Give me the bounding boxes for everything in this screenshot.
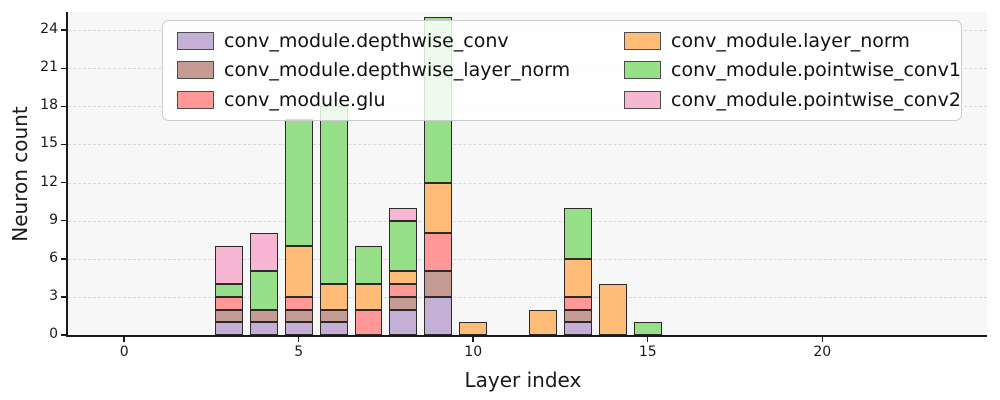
y-tickmark-24 [61, 29, 67, 31]
y-tickmark-0 [61, 334, 67, 336]
bar-segment-layer13-pointwise_conv1 [563, 207, 592, 259]
bar-segment-layer3-depthwise_layer_norm [214, 309, 243, 323]
legend-swatch-icon [624, 61, 661, 80]
bar-segment-layer5-glu [284, 296, 313, 310]
bar-segment-layer8-glu [389, 284, 418, 297]
bar-segment-layer13-glu [563, 296, 592, 310]
bar-segment-layer4-depthwise_layer_norm [249, 309, 278, 323]
legend-label: conv_module.pointwise_conv2 [671, 89, 961, 112]
bar-segment-layer13-layer_norm [563, 258, 592, 297]
y-tickmark-9 [61, 219, 67, 222]
x-axis-label: Layer index [464, 368, 582, 392]
bar-segment-layer8-depthwise_layer_norm [389, 296, 418, 310]
y-tick-label-6: 6 [49, 249, 58, 266]
legend-item-glu: conv_module.glu [177, 85, 624, 115]
bar-segment-layer7-pointwise_conv1 [354, 246, 383, 285]
bar-segment-layer13-depthwise_conv [563, 322, 592, 335]
legend-swatch-icon [177, 91, 214, 110]
x-tick-label-5: 5 [294, 344, 304, 360]
bar-segment-layer4-pointwise_conv1 [249, 271, 278, 310]
y-tickmark-21 [61, 67, 67, 70]
legend-item-depthwise_conv: conv_module.depthwise_conv [177, 26, 624, 56]
x-tick-label-0: 0 [119, 344, 129, 360]
bar-segment-layer6-depthwise_layer_norm [319, 309, 348, 323]
y-tick-label-15: 15 [40, 135, 58, 152]
y-tick-label-0: 0 [49, 326, 58, 342]
y-axis-spine [66, 12, 68, 335]
legend-swatch-icon [624, 91, 661, 110]
bar-segment-layer6-pointwise_conv1 [319, 106, 348, 285]
bar-segment-layer9-layer_norm [424, 182, 453, 234]
bar-segment-layer3-pointwise_conv1 [214, 284, 243, 297]
bar-segment-layer8-pointwise_conv1 [389, 220, 418, 272]
bar-segment-layer8-pointwise_conv2 [389, 207, 418, 221]
legend-item-layer_norm: conv_module.layer_norm [624, 26, 961, 56]
legend-swatch-icon [624, 31, 661, 50]
bar-segment-layer9-depthwise_layer_norm [424, 271, 453, 297]
gridline-y-9 [68, 220, 987, 222]
gridline-y-15 [68, 144, 987, 146]
legend-label: conv_module.depthwise_conv [224, 29, 509, 52]
bar-segment-layer9-depthwise_conv [424, 296, 453, 335]
bar-segment-layer13-depthwise_layer_norm [563, 309, 592, 323]
legend-label: conv_module.depthwise_layer_norm [224, 59, 571, 82]
bar-segment-layer8-depthwise_conv [389, 309, 418, 335]
bar-segment-layer5-depthwise_layer_norm [284, 309, 313, 323]
y-tick-label-18: 18 [40, 97, 58, 114]
bar-segment-layer3-glu [214, 296, 243, 310]
gridline-y-12 [68, 182, 987, 184]
legend-label: conv_module.layer_norm [671, 29, 910, 52]
x-tick-label-10: 10 [464, 344, 483, 360]
gridline-y-3 [68, 296, 987, 298]
bar-segment-layer8-layer_norm [389, 271, 418, 285]
bar-segment-layer7-glu [354, 309, 383, 335]
legend-item-pointwise_conv1: conv_module.pointwise_conv1 [624, 56, 961, 86]
bar-segment-layer3-pointwise_conv2 [214, 246, 243, 285]
y-tick-label-24: 24 [40, 21, 58, 38]
x-tickmark-5 [297, 336, 300, 342]
gridline-y-6 [68, 258, 987, 260]
y-tickmark-6 [61, 258, 67, 260]
x-tickmark-20 [821, 336, 823, 342]
legend-label: conv_module.pointwise_conv1 [671, 59, 961, 82]
bar-segment-layer5-pointwise_conv1 [284, 119, 313, 247]
bar-segment-layer5-depthwise_conv [284, 322, 313, 335]
y-tick-label-9: 9 [49, 211, 58, 228]
y-tick-label-3: 3 [49, 287, 58, 304]
legend: conv_module.depthwise_conv conv_module.de… [162, 20, 962, 121]
bar-segment-layer6-depthwise_conv [319, 322, 348, 335]
bar-segment-layer4-depthwise_conv [249, 322, 278, 335]
bar-segment-layer4-pointwise_conv2 [249, 233, 278, 272]
y-tickmark-3 [61, 296, 67, 298]
bar-segment-layer15-pointwise_conv1 [633, 322, 662, 335]
y-tick-label-12: 12 [40, 173, 58, 190]
bar-segment-layer7-layer_norm [354, 284, 383, 310]
bar-segment-layer12-layer_norm [529, 309, 557, 335]
y-tick-label-21: 21 [40, 59, 58, 76]
bar-segment-layer6-layer_norm [319, 284, 348, 310]
x-axis-spine [66, 335, 987, 337]
y-tickmark-18 [61, 105, 67, 108]
x-tickmark-15 [646, 336, 649, 342]
y-tickmark-12 [61, 181, 67, 184]
bar-segment-layer9-glu [424, 233, 453, 272]
bar-segment-layer14-layer_norm [598, 284, 627, 335]
legend-item-depthwise_layer_norm: conv_module.depthwise_layer_norm [177, 56, 624, 86]
bar-segment-layer10-layer_norm [459, 322, 488, 335]
bar-segment-layer5-layer_norm [284, 246, 313, 297]
legend-label: conv_module.glu [224, 89, 386, 112]
legend-swatch-icon [177, 61, 214, 80]
legend-swatch-icon [177, 31, 214, 50]
x-tick-label-20: 20 [813, 344, 832, 360]
x-tickmark-10 [472, 336, 474, 342]
x-tickmark-0 [123, 336, 125, 342]
x-tick-label-15: 15 [638, 344, 657, 360]
y-tickmark-15 [61, 143, 67, 146]
legend-item-pointwise_conv2: conv_module.pointwise_conv2 [624, 85, 961, 115]
bar-segment-layer3-depthwise_conv [214, 322, 243, 335]
